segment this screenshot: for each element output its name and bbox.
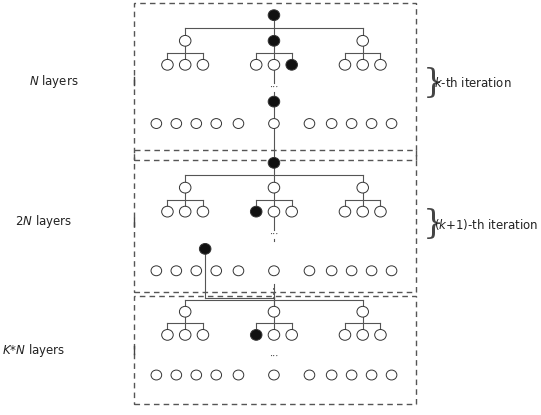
- Text: ···: ···: [269, 352, 279, 361]
- Circle shape: [180, 330, 191, 340]
- Circle shape: [375, 330, 386, 340]
- Text: $2N$ layers: $2N$ layers: [15, 213, 72, 230]
- Circle shape: [268, 330, 280, 340]
- Circle shape: [180, 59, 191, 70]
- Circle shape: [233, 370, 244, 380]
- Text: ···: ···: [269, 230, 279, 239]
- Circle shape: [211, 370, 222, 380]
- Circle shape: [304, 266, 315, 276]
- Circle shape: [171, 119, 182, 129]
- Circle shape: [233, 266, 244, 276]
- Circle shape: [180, 306, 191, 317]
- Circle shape: [286, 330, 298, 340]
- Circle shape: [346, 119, 357, 129]
- Circle shape: [304, 370, 315, 380]
- Circle shape: [171, 266, 182, 276]
- Circle shape: [346, 370, 357, 380]
- Circle shape: [151, 370, 162, 380]
- Circle shape: [357, 182, 368, 193]
- Circle shape: [180, 206, 191, 217]
- Text: $k$-th iteration: $k$-th iteration: [434, 76, 511, 90]
- Circle shape: [197, 59, 209, 70]
- Circle shape: [268, 182, 280, 193]
- Circle shape: [211, 266, 222, 276]
- Circle shape: [151, 119, 162, 129]
- Circle shape: [366, 266, 377, 276]
- Circle shape: [268, 10, 280, 21]
- Circle shape: [180, 182, 191, 193]
- Circle shape: [191, 119, 202, 129]
- Circle shape: [375, 59, 386, 70]
- Circle shape: [268, 206, 280, 217]
- Text: $K$*$N$ layers: $K$*$N$ layers: [2, 342, 65, 359]
- Text: ···: ···: [269, 83, 279, 92]
- Circle shape: [357, 306, 368, 317]
- Circle shape: [386, 266, 397, 276]
- Circle shape: [269, 370, 279, 380]
- Circle shape: [304, 119, 315, 129]
- Circle shape: [326, 119, 337, 129]
- Circle shape: [357, 35, 368, 46]
- Circle shape: [269, 266, 279, 276]
- Circle shape: [326, 266, 337, 276]
- Circle shape: [250, 59, 262, 70]
- Circle shape: [366, 370, 377, 380]
- Circle shape: [250, 206, 262, 217]
- Circle shape: [375, 206, 386, 217]
- Circle shape: [162, 330, 173, 340]
- Circle shape: [197, 206, 209, 217]
- Circle shape: [357, 330, 368, 340]
- Circle shape: [191, 370, 202, 380]
- Circle shape: [162, 206, 173, 217]
- Circle shape: [339, 206, 351, 217]
- Circle shape: [386, 370, 397, 380]
- Text: ⋮: ⋮: [267, 287, 281, 301]
- Circle shape: [268, 157, 280, 168]
- Circle shape: [346, 266, 357, 276]
- Circle shape: [191, 266, 202, 276]
- Circle shape: [211, 119, 222, 129]
- Text: $N$ layers: $N$ layers: [29, 73, 78, 90]
- Circle shape: [162, 59, 173, 70]
- Circle shape: [357, 206, 368, 217]
- Circle shape: [180, 35, 191, 46]
- Circle shape: [326, 370, 337, 380]
- Circle shape: [357, 59, 368, 70]
- Text: $(k$+1)-th iteration: $(k$+1)-th iteration: [434, 217, 538, 232]
- Text: }: }: [423, 208, 444, 240]
- Text: }: }: [423, 67, 444, 100]
- Circle shape: [339, 330, 351, 340]
- Circle shape: [268, 306, 280, 317]
- Circle shape: [286, 59, 298, 70]
- Circle shape: [366, 119, 377, 129]
- Circle shape: [250, 330, 262, 340]
- Circle shape: [268, 35, 280, 46]
- Circle shape: [171, 370, 182, 380]
- Circle shape: [268, 96, 280, 107]
- Circle shape: [268, 59, 280, 70]
- Circle shape: [386, 119, 397, 129]
- Circle shape: [269, 119, 279, 129]
- Circle shape: [197, 330, 209, 340]
- Circle shape: [200, 244, 211, 254]
- Circle shape: [151, 266, 162, 276]
- Circle shape: [233, 119, 244, 129]
- Circle shape: [339, 59, 351, 70]
- Circle shape: [286, 206, 298, 217]
